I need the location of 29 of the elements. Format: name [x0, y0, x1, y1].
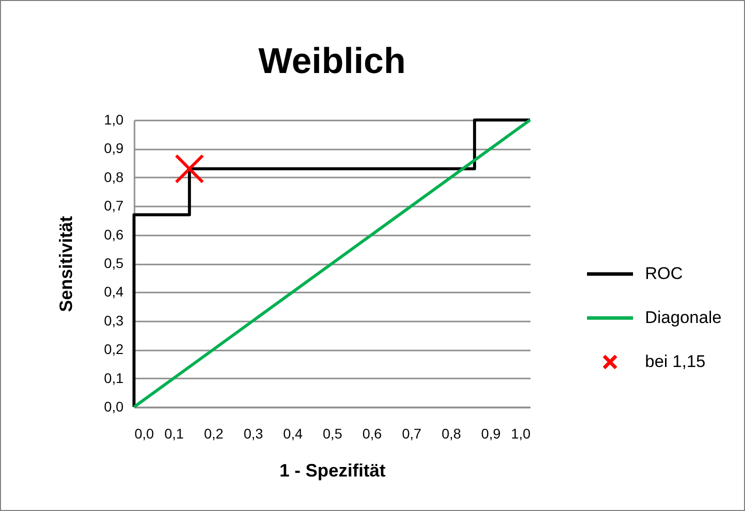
y-tick-label: 0,3: [104, 312, 124, 328]
legend-label: bei 1,15: [645, 352, 706, 371]
x-tick-label: 0,6: [362, 426, 382, 442]
x-tick-label: 0,9: [481, 426, 501, 442]
y-tick-label: 0,1: [104, 370, 124, 386]
x-axis-title: 1 - Spezifität: [279, 460, 386, 480]
x-tick-label: 0,5: [322, 426, 342, 442]
x-tick-label: 0,7: [402, 426, 422, 442]
y-tick-label: 0,7: [104, 198, 124, 214]
y-tick-label: 0,9: [104, 140, 124, 156]
legend-label: ROC: [645, 264, 683, 283]
y-tick-label: 0,6: [104, 226, 124, 242]
x-tick-label: 0,1: [164, 426, 184, 442]
x-tick-label: 0,3: [244, 426, 264, 442]
y-tick-label: 0,8: [104, 168, 124, 185]
y-tick-label: 1,0: [104, 112, 124, 128]
x-tick-label: 0,8: [442, 426, 462, 442]
x-tick-label: 1,0: [511, 426, 531, 442]
y-tick-label: 0,0: [104, 398, 124, 414]
legend-label: Diagonale: [645, 308, 722, 327]
x-tick-label: 0,2: [204, 426, 224, 442]
x-tick-label: 0,0: [134, 426, 154, 442]
chart-title: Weiblich: [258, 40, 406, 81]
y-tick-label: 0,4: [104, 284, 124, 300]
x-tick-label: 0,4: [283, 426, 303, 442]
y-tick-label: 0,5: [104, 255, 124, 271]
line-series: [132, 118, 532, 408]
y-tick-label: 0,2: [104, 341, 124, 358]
y-axis-title: Sensitivität: [56, 216, 76, 312]
